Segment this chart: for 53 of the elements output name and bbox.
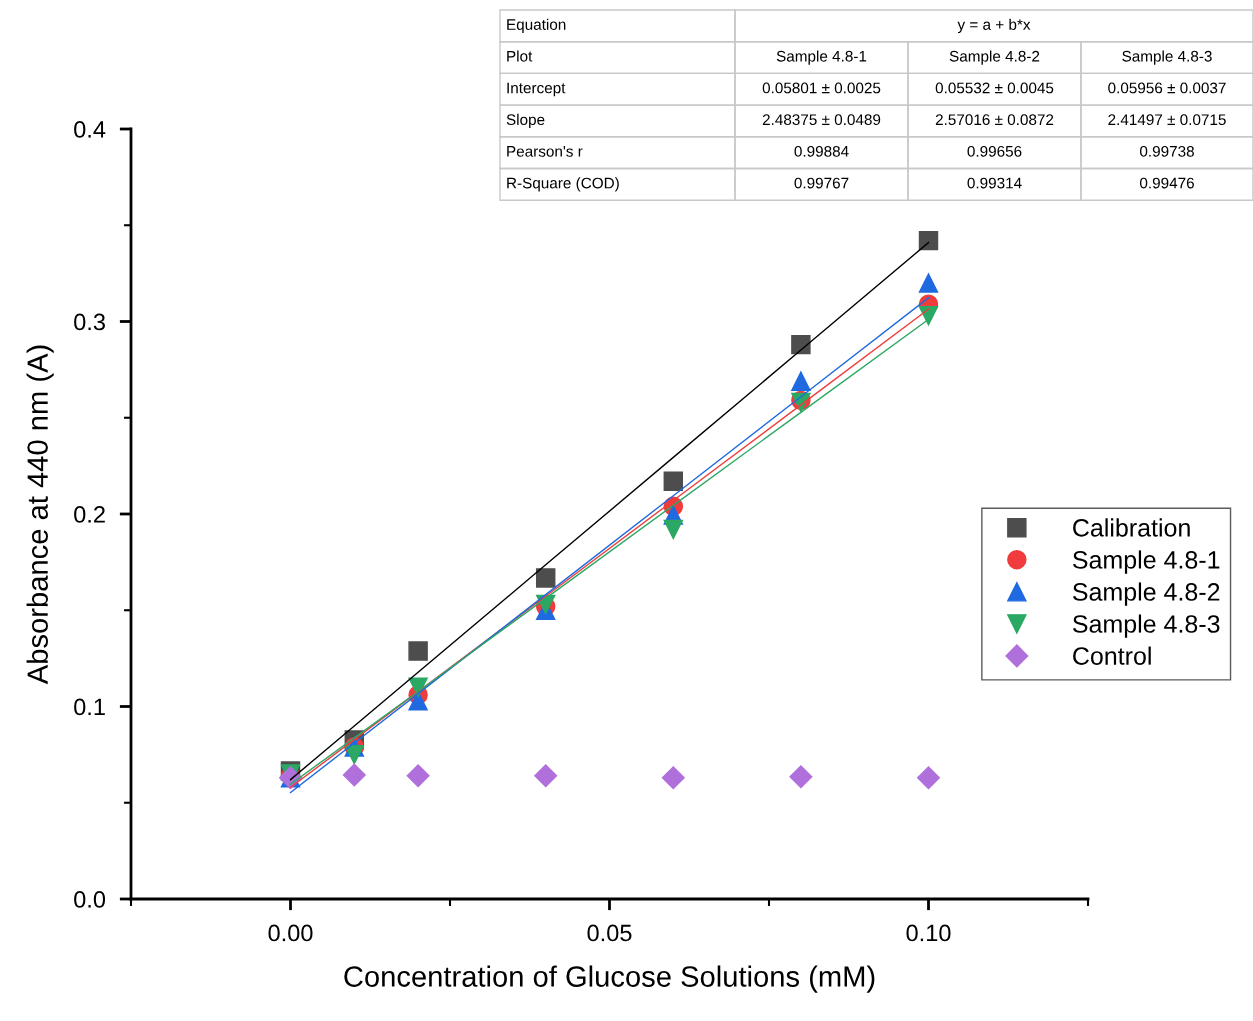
y-tick-label: 0.3 [74, 313, 105, 331]
text: Sample 4.8-1 [776, 50, 867, 65]
text: 0.05801 ± 0.0025 [762, 82, 881, 94]
y-tick-label: 0.1 [74, 698, 105, 716]
annotation: 0.99884 [794, 145, 849, 157]
x-tick-label: 0.05 [587, 924, 632, 942]
y-axis-title: Absorbance at 440 nm (A) [26, 345, 54, 685]
text: 2.41497 ± 0.0715 [1108, 114, 1226, 126]
legend-label: Sample 4.8-1 [1072, 550, 1220, 574]
point [789, 765, 813, 789]
annotation: 0.99656 [967, 145, 1022, 157]
text: Slope [506, 113, 545, 129]
point [342, 763, 366, 787]
point [408, 641, 428, 661]
legend-label: Sample 4.8-3 [1072, 614, 1220, 638]
annotation: Pearson's r [507, 146, 583, 157]
legend-label: Sample 4.8-2 [1072, 582, 1220, 606]
text: 0.99738 [1139, 145, 1194, 157]
annotation: R-Square (COD) [507, 177, 619, 192]
point [917, 766, 940, 790]
point [663, 471, 684, 491]
text: 0.05532 ± 0.0045 [935, 82, 1054, 94]
text: 2.57016 ± 0.0872 [935, 114, 1054, 126]
x-axis-title: Concentration of Glucose Solutions (mM) [344, 965, 875, 993]
annotation: 0.99767 [794, 177, 849, 189]
y-tick-label: 0.4 [74, 121, 106, 138]
text: 0.99476 [1139, 177, 1194, 189]
annotation: 0.99314 [967, 177, 1022, 189]
point [663, 519, 684, 540]
point [344, 744, 365, 765]
text: y = a + b*x [957, 18, 1031, 33]
legend-label: Control [1073, 646, 1151, 665]
point [791, 371, 811, 391]
text: Equation [507, 18, 566, 33]
point [918, 306, 939, 326]
x-tick-label: 0.00 [268, 924, 313, 942]
text: Plot [507, 50, 533, 62]
y-tick-label: 0.0 [74, 891, 106, 908]
point [791, 334, 811, 355]
point [918, 273, 939, 293]
point [535, 568, 556, 588]
text: Sample 4.8-3 [1122, 50, 1212, 65]
text: 2.48375 ± 0.0489 [762, 114, 881, 126]
text: 0.05956 ± 0.0037 [1108, 82, 1226, 94]
point [534, 764, 558, 788]
text: Sample 4.8-2 [949, 50, 1040, 65]
point [661, 766, 685, 790]
point [406, 764, 430, 788]
y-tick-label: 0.2 [74, 506, 105, 523]
x-tick-label: 0.10 [906, 924, 951, 942]
text: Intercept [507, 82, 566, 97]
point [918, 230, 939, 251]
legend-label: Calibration [1073, 518, 1190, 537]
